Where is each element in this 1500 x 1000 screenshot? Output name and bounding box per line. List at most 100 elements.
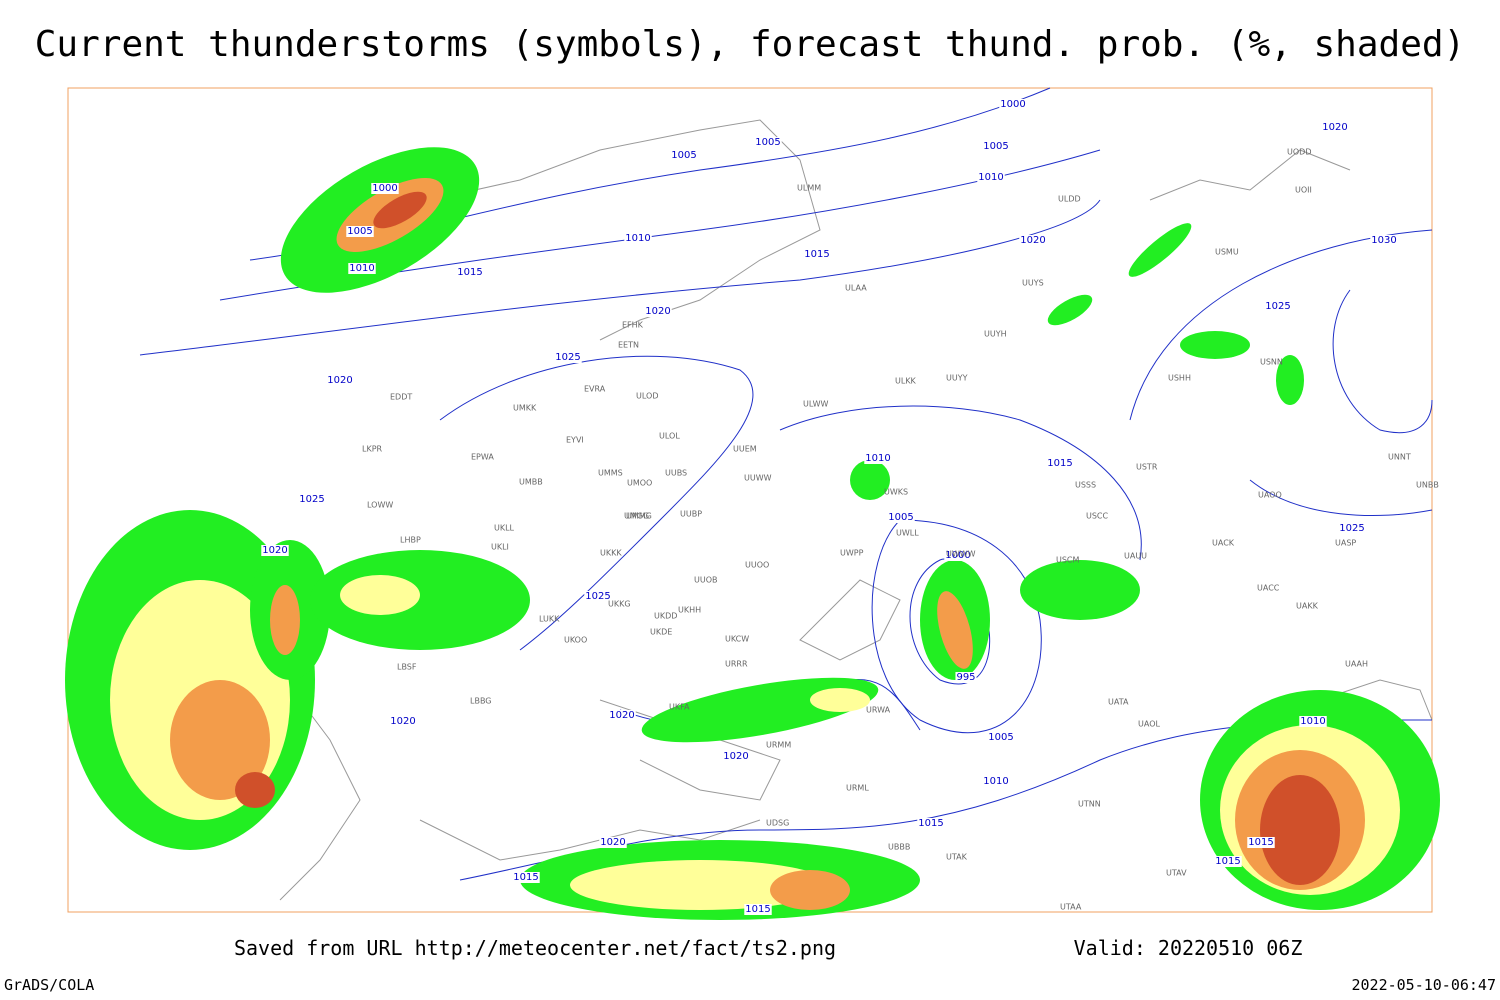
- station-label: UMMG: [626, 512, 652, 521]
- station-label: URML: [846, 784, 869, 793]
- station-label: UWPP: [840, 549, 864, 558]
- station-label: UWWW: [946, 550, 976, 559]
- label-bg: [1019, 235, 1047, 246]
- label-bg: [512, 872, 540, 883]
- station-label: UMBB: [519, 478, 543, 487]
- label-bg: [917, 818, 945, 829]
- station-label: UKKG: [608, 600, 631, 609]
- station-label: USNN: [1260, 358, 1283, 367]
- source-url: Saved from URL http://meteocenter.net/fa…: [234, 936, 836, 960]
- station-label: UACK: [1212, 539, 1235, 548]
- station-label: UMMS: [598, 469, 623, 478]
- label-bg: [599, 837, 627, 848]
- station-label: USTR: [1136, 463, 1158, 472]
- station-label: ULOL: [659, 432, 680, 441]
- station-label: UOII: [1295, 186, 1312, 195]
- station-label: UUYY: [946, 374, 968, 383]
- label-bg: [955, 672, 977, 683]
- station-label: UKOO: [564, 636, 587, 645]
- station-label: UTAA: [1060, 903, 1082, 912]
- label-bg: [346, 226, 374, 237]
- label-bg: [608, 710, 636, 721]
- isobar-label: 1010: [625, 233, 650, 244]
- isobar-label: 1020: [390, 716, 415, 727]
- isobar-label: 1015: [513, 872, 538, 883]
- station-label: UASP: [1335, 539, 1356, 548]
- isobar-label: 1005: [988, 732, 1013, 743]
- label-bg: [982, 141, 1010, 152]
- isobar-label: 1025: [1265, 301, 1290, 312]
- isobar-label: 1020: [262, 545, 287, 556]
- isobar-label: 1000: [1000, 99, 1025, 110]
- label-bg: [744, 904, 772, 915]
- station-label: UAOO: [1258, 491, 1282, 500]
- isobar-label: 1025: [585, 591, 610, 602]
- station-label: UACC: [1257, 584, 1280, 593]
- station-label: EPWA: [471, 453, 494, 462]
- station-label: LOWW: [367, 501, 393, 510]
- station-label: EETN: [618, 341, 639, 350]
- station-label: URRR: [725, 660, 748, 669]
- station-label: UUEM: [733, 445, 757, 454]
- station-label: EYVI: [566, 436, 584, 445]
- isobar-label: 1020: [723, 751, 748, 762]
- label-bg: [982, 776, 1010, 787]
- isobar-label: 1010: [349, 263, 374, 274]
- station-label: LBBG: [470, 697, 492, 706]
- isobar-label: 1025: [555, 352, 580, 363]
- map-area: 1000 1005 1010 1015 1010 1005 1005 1000 1005 1010…: [65, 87, 1440, 920]
- label-bg: [999, 99, 1027, 110]
- station-label: UAUU: [1124, 552, 1147, 561]
- probability-shading: [65, 147, 1440, 920]
- label-bg: [944, 550, 972, 561]
- label-bg: [864, 453, 892, 464]
- station-label: USMU: [1215, 248, 1239, 257]
- station-label: UMKK: [513, 404, 537, 413]
- station-label: USCC: [1086, 512, 1109, 521]
- station-label: UBBB: [888, 843, 910, 852]
- station-label: UWLL: [896, 529, 919, 538]
- station-label: UKKK: [600, 549, 622, 558]
- isobar-label: 1005: [755, 137, 780, 148]
- station-label: UNBB: [1416, 481, 1439, 490]
- station-label: ULKK: [895, 377, 917, 386]
- station-label: UTAV: [1166, 869, 1187, 878]
- label-bg: [1247, 837, 1275, 848]
- label-bg: [371, 183, 399, 194]
- station-label: USCM: [1056, 556, 1080, 565]
- station-label: UUBP: [680, 510, 702, 519]
- label-bg: [887, 512, 915, 523]
- isobar-label: 1010: [983, 776, 1008, 787]
- station-label: UODD: [1287, 148, 1311, 157]
- station-label: UTNN: [1078, 800, 1101, 809]
- station-label: UKFA: [669, 703, 690, 712]
- label-bg: [1214, 856, 1242, 867]
- isobar-label: 1015: [804, 249, 829, 260]
- station-label: USSS: [1075, 481, 1096, 490]
- label-bg: [298, 494, 326, 505]
- isobar-label: 1015: [1047, 458, 1072, 469]
- label-bg: [977, 172, 1005, 183]
- timestamp: 2022-05-10-06:47: [1352, 976, 1497, 994]
- isobar-label: 1015: [1248, 837, 1273, 848]
- station-label: LKPR: [362, 445, 383, 454]
- label-bg: [261, 545, 289, 556]
- software: GrADS/COLA: [4, 976, 94, 994]
- station-label: UTAK: [946, 853, 968, 862]
- station-label: UUOO: [745, 561, 769, 570]
- station-label: LHBP: [400, 536, 421, 545]
- isobar-label: 1015: [745, 904, 770, 915]
- title: Current thunderstorms (symbols), forecas…: [35, 24, 1465, 65]
- isobar-label: 1020: [600, 837, 625, 848]
- label-bg: [624, 233, 652, 244]
- station-label: EFHK: [622, 321, 644, 330]
- station-label: UUBS: [665, 469, 687, 478]
- station-label: UKDD: [654, 612, 677, 621]
- station-label: UUWW: [744, 474, 772, 483]
- label-bg: [670, 150, 698, 161]
- station-label: UUYH: [984, 330, 1007, 339]
- label-bg: [987, 732, 1015, 743]
- label-bg: [348, 263, 376, 274]
- label-bg: [1264, 301, 1292, 312]
- label-bg: [554, 352, 582, 363]
